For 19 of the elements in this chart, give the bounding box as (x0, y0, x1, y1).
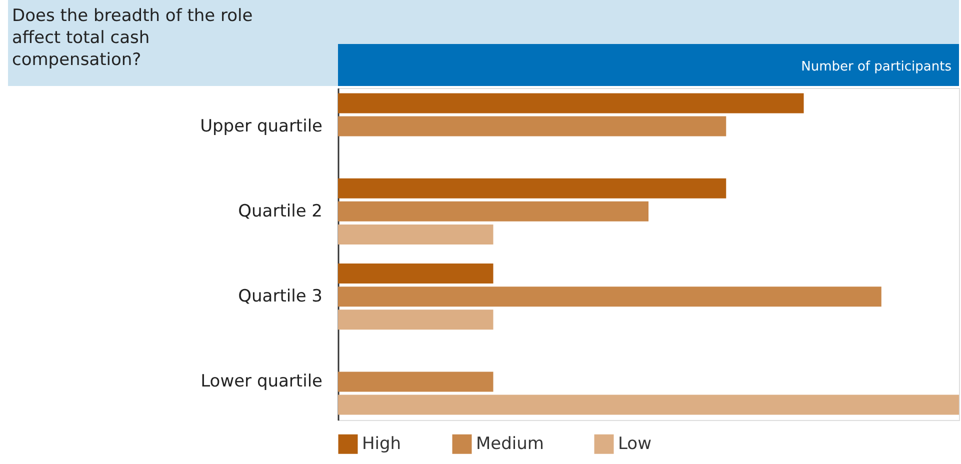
bar (338, 201, 648, 222)
legend-label: Low (618, 434, 652, 454)
y-tick-label: Quartile 2 (238, 201, 322, 222)
text: Does the breadth of the role affect total cash compensation? (12, 6, 253, 70)
bar (338, 93, 804, 114)
bar (338, 310, 494, 330)
bar (338, 178, 726, 198)
y-tick-label: Upper quartile (200, 116, 322, 136)
bar (338, 263, 494, 284)
bar (338, 372, 494, 392)
y-tick-label: Lower quartile (200, 372, 322, 392)
x-axis-title: Number of participants (801, 60, 952, 74)
bar (338, 116, 726, 136)
bar (338, 286, 882, 307)
bar (338, 224, 494, 245)
bar (338, 394, 959, 415)
legend-label: High (362, 434, 402, 454)
legend-label: Medium (476, 434, 544, 454)
y-tick-label: Quartile 3 (238, 286, 322, 307)
